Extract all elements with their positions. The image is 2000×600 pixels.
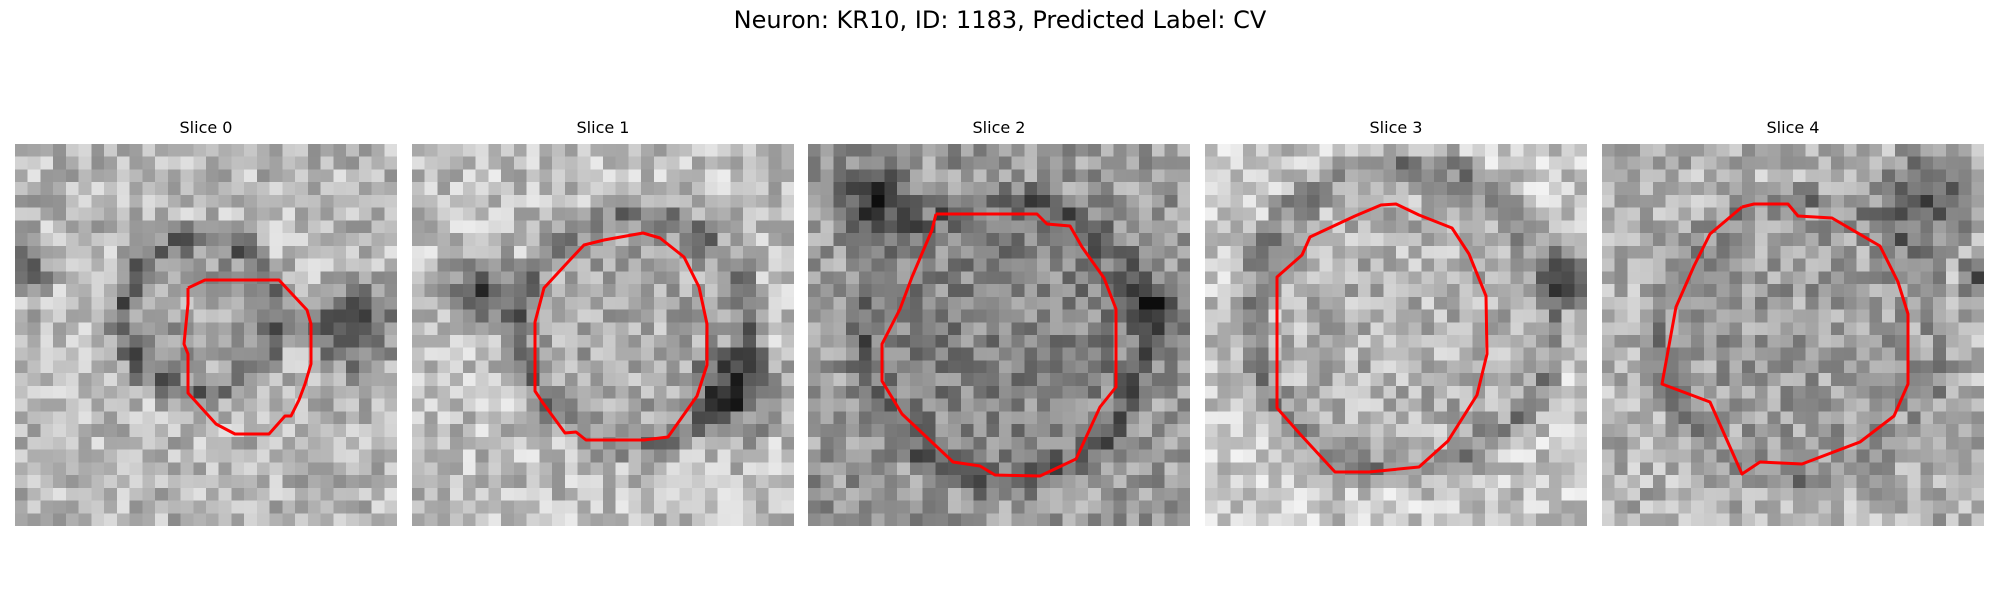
roi-contour: [1660, 202, 1910, 476]
slice-panel: Slice 3: [1205, 118, 1587, 526]
slice-panel: Slice 2: [808, 118, 1190, 526]
slice-panel: Slice 1: [412, 118, 794, 526]
slice-image: [1205, 144, 1587, 526]
panel-title: Slice 1: [576, 118, 630, 137]
roi-contour: [533, 231, 709, 442]
roi-contour: [880, 212, 1118, 478]
slice-panel: Slice 4: [1602, 118, 1984, 526]
roi-contour: [182, 278, 313, 436]
panel-title: Slice 4: [1766, 118, 1820, 137]
slice-image: [15, 144, 397, 526]
slice-image: [412, 144, 794, 526]
slice-image: [808, 144, 1190, 526]
slice-panel: Slice 0: [15, 118, 397, 526]
figure-title: Neuron: KR10, ID: 1183, Predicted Label:…: [733, 6, 1267, 34]
panel-title: Slice 3: [1369, 118, 1423, 137]
panel-title: Slice 2: [972, 118, 1026, 137]
panel-title: Slice 0: [179, 118, 233, 137]
roi-contour: [1275, 202, 1489, 474]
